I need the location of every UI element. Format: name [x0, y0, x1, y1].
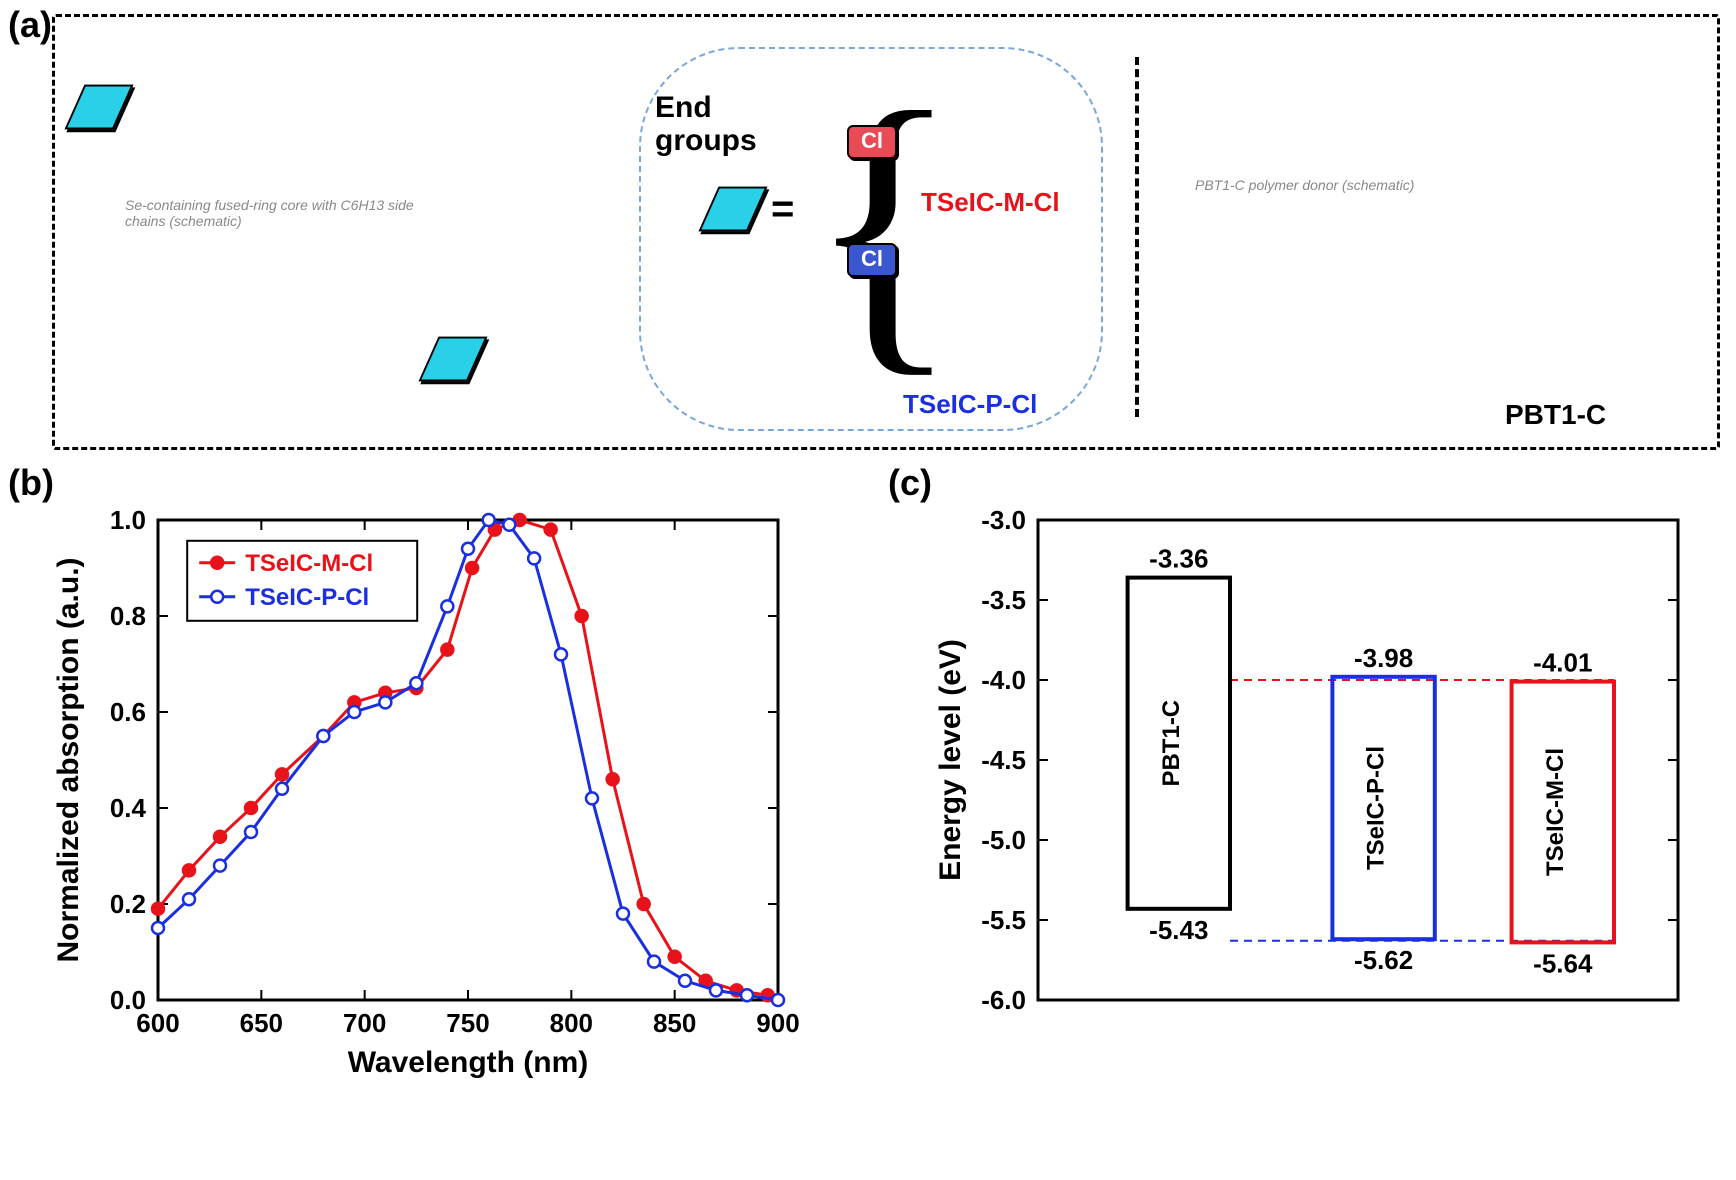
- svg-text:850: 850: [653, 1008, 696, 1038]
- svg-text:-4.5: -4.5: [981, 745, 1026, 775]
- right-molecule-placeholder: PBT1-C polymer donor (schematic): [1195, 177, 1555, 193]
- endgroup-name-p: TSeIC-P-Cl: [903, 389, 1037, 420]
- endgroup-name-m: TSeIC-M-Cl: [921, 187, 1060, 218]
- absorption-chart: 6006507007508008509000.00.20.40.60.81.0W…: [40, 480, 820, 1120]
- endgroups-title-line2: groups: [655, 124, 757, 157]
- svg-text:-5.5: -5.5: [981, 905, 1026, 935]
- svg-text:700: 700: [343, 1008, 386, 1038]
- svg-text:-5.43: -5.43: [1149, 915, 1208, 945]
- cl-chip-p-icon: Cl: [847, 243, 897, 277]
- equals-sign: =: [771, 187, 794, 232]
- svg-text:TSeIC-P-Cl: TSeIC-P-Cl: [1363, 746, 1390, 870]
- left-molecule-placeholder: Se-containing fused-ring core with C6H13…: [125, 197, 435, 229]
- svg-text:1.0: 1.0: [110, 505, 146, 535]
- svg-text:-5.64: -5.64: [1533, 948, 1593, 978]
- pbt1c-name: PBT1-C: [1505, 399, 1606, 431]
- svg-text:0.8: 0.8: [110, 601, 146, 631]
- svg-text:Normalized absorption (a.u.): Normalized absorption (a.u.): [52, 557, 85, 962]
- endgroups-title: End groups: [655, 91, 757, 157]
- svg-text:TSeIC-P-Cl: TSeIC-P-Cl: [245, 584, 369, 611]
- svg-text:Wavelength (nm): Wavelength (nm): [348, 1046, 589, 1079]
- svg-text:0.0: 0.0: [110, 985, 146, 1015]
- svg-text:900: 900: [756, 1008, 799, 1038]
- endgroups-title-line1: End: [655, 91, 712, 124]
- svg-text:-3.36: -3.36: [1149, 544, 1208, 574]
- svg-text:Energy level (eV): Energy level (eV): [934, 639, 967, 881]
- cl-chip-m-icon: Cl: [847, 125, 897, 159]
- svg-text:-5.0: -5.0: [981, 825, 1026, 855]
- svg-text:800: 800: [550, 1008, 593, 1038]
- svg-text:TSeIC-M-Cl: TSeIC-M-Cl: [245, 550, 373, 577]
- energy-level-chart: -3.0 -3.5 -4.0 -4.5 -5.0 -5.5 -6.0 Energy level…: [920, 480, 1700, 1120]
- svg-text:0.4: 0.4: [110, 793, 147, 823]
- svg-text:650: 650: [240, 1008, 283, 1038]
- panel-a-label: (a): [8, 4, 52, 46]
- svg-text:-5.62: -5.62: [1354, 945, 1413, 975]
- figure-root: (a) Se-containing fused-ring core with C…: [0, 0, 1736, 1180]
- svg-text:TSeIC-M-Cl: TSeIC-M-Cl: [1542, 748, 1569, 876]
- svg-text:-3.5: -3.5: [981, 585, 1026, 615]
- endgroup-chip-bottom-icon: [418, 337, 487, 382]
- endgroup-chip-top-icon: [64, 85, 133, 130]
- svg-text:-4.0: -4.0: [981, 665, 1026, 695]
- svg-text:-4.01: -4.01: [1533, 648, 1592, 678]
- svg-text:PBT1-C: PBT1-C: [1158, 700, 1185, 787]
- panel-a-box: Se-containing fused-ring core with C6H13…: [52, 14, 1720, 450]
- brace-icon: {: [807, 65, 961, 385]
- svg-text:750: 750: [446, 1008, 489, 1038]
- vertical-separator-icon: [1135, 57, 1139, 417]
- svg-text:-6.0: -6.0: [981, 985, 1026, 1015]
- svg-text:0.6: 0.6: [110, 697, 146, 727]
- svg-text:-3.98: -3.98: [1354, 643, 1413, 673]
- svg-text:-3.0: -3.0: [981, 505, 1026, 535]
- svg-text:0.2: 0.2: [110, 889, 146, 919]
